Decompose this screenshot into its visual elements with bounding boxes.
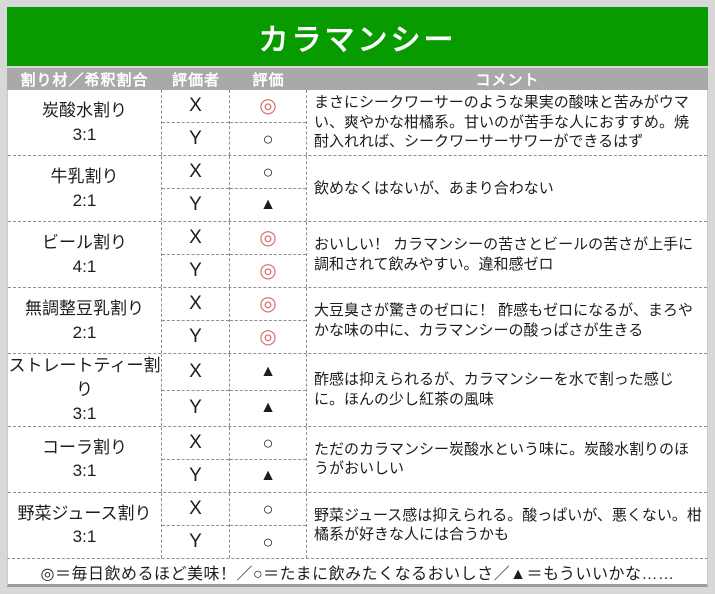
comment-text: 野菜ジュース感は抑えられる。酸っぱいが、悪くない。柑橘系が好きな人には合うかも [314,506,702,544]
rating-mark: ▲ [260,466,276,484]
table-body: 炭酸水割り 3:1 X Y ◎ ○ まさにシークワーサーのような果実の酸味と苦み… [7,90,708,559]
rating-mark: ◎ [259,293,277,316]
rating-mark-cell: ◎ ◎ [230,288,307,354]
table-row: ストレートティー割り 3:1 X Y ▲ ▲ 酢感は抑えられるが、カラマンシーを… [8,353,707,426]
mixer-name: 牛乳割り [50,166,119,186]
rater-label: Y [189,260,202,282]
rating-mark: ◎ [259,260,277,283]
rating-mark: ○ [262,129,274,150]
mixer-cell: 牛乳割り 2:1 [8,156,162,222]
mixer-cell: 無調整豆乳割り 2:1 [8,288,162,354]
rater-label: Y [189,397,202,419]
comment-cell: まさにシークワーサーのような果実の酸味と苦みがウマい、爽やかな柑橘系。甘いのが苦… [307,90,707,155]
table-row: 無調整豆乳割り 2:1 X Y ◎ ◎ 大豆臭さが驚きのゼロに！ 酢感もゼロにな… [8,287,707,354]
column-header-rating: 評価 [252,71,285,89]
rater-label: X [162,427,229,460]
comment-cell: おいしい！ カラマンシーの苦さとビールの苦さが上手に調和されて飲みやすい。違和感… [307,222,707,287]
rater-label: X [162,222,229,256]
mixer-cell: 炭酸水割り 3:1 [8,90,162,156]
column-header-rater: 評価者 [171,71,220,89]
rater-label: Y [189,531,202,553]
rater-label: X [162,90,229,124]
mixer-name: 炭酸水割り [42,100,127,120]
rating-mark-cell: ○ ▲ [230,156,307,222]
comment-text: まさにシークワーサーのような果実の酸味と苦みがウマい、爽やかな柑橘系。甘いのが苦… [314,93,690,151]
rater-cell: X Y [162,288,230,354]
mixer-name: ビール割り [42,232,127,252]
rating-mark: ◎ [259,227,277,250]
table-row: 牛乳割り 2:1 X Y ○ ▲ 飲めなくはないが、あまり合わない [8,155,707,222]
rating-mark: ○ [262,162,274,183]
comment-text: ただのカラマンシー炭酸水という味に。炭酸水割りのほうがおいしい [314,440,690,478]
comment-cell: 酢感は抑えられるが、カラマンシーを水で割った感じに。ほんの少し紅茶の風味 [307,354,707,425]
rating-mark: ○ [262,432,274,453]
comment-text: 飲めなくはないが、あまり合わない [314,179,554,197]
mixer-ratio: 3:1 [72,461,97,481]
rating-mark: ▲ [260,363,276,381]
rater-label: X [162,288,229,322]
comment-cell: ただのカラマンシー炭酸水という味に。炭酸水割りのほうがおいしい [307,427,707,492]
table-row: ビール割り 4:1 X Y ◎ ◎ おいしい！ カラマンシーの苦さとビールの苦さ… [8,221,707,288]
legend-row: ◎＝毎日飲めるほど美味！／○＝たまに飲みたくなるおいしさ／▲＝もういいかな…… [7,558,708,587]
mixer-ratio: 2:1 [72,322,97,342]
mixer-ratio: 2:1 [72,190,97,210]
comment-cell: 野菜ジュース感は抑えられる。酸っぱいが、悪くない。柑橘系が好きな人には合うかも [307,493,707,558]
rater-cell: X Y [162,492,230,559]
mixer-cell: ビール割り 4:1 [8,222,162,288]
rating-card: カラマンシー 割り材／希釈割合 評価者 評価 コメント 炭酸水割り 3:1 X … [7,7,708,587]
mixer-ratio: 3:1 [72,124,97,144]
rating-mark-cell: ○ ○ [230,492,307,559]
mixer-name: コーラ割り [42,437,127,457]
rating-mark-cell: ◎ ◎ [230,222,307,288]
rater-cell: X Y [162,426,230,492]
column-header-mixer: 割り材／希釈割合 [20,71,149,89]
rater-label: X [162,156,229,190]
title-bar: カラマンシー [7,7,708,66]
mixer-cell: ストレートティー割り 3:1 [8,354,162,426]
rater-label: Y [189,464,202,486]
mixer-ratio: 4:1 [72,256,97,276]
page-title: カラマンシー [258,23,457,57]
mixer-cell: 野菜ジュース割り 3:1 [8,492,162,559]
rater-cell: X Y [162,156,230,222]
rating-mark: ○ [262,532,274,553]
rating-mark: ▲ [260,399,276,417]
table-row: コーラ割り 3:1 X Y ○ ▲ ただのカラマンシー炭酸水という味に。炭酸水割… [8,425,707,492]
rater-label: X [162,493,229,526]
comment-text: 酢感は抑えられるが、カラマンシーを水で割った感じに。ほんの少し紅茶の風味 [314,371,674,409]
rater-label: Y [189,194,202,216]
mixer-name: 野菜ジュース割り [17,503,152,523]
mixer-ratio: 3:1 [72,527,97,547]
rating-mark-cell: ○ ▲ [230,426,307,492]
comment-text: 大豆臭さが驚きのゼロに！ 酢感もゼロになるが、まろやかな味の中に、カラマンシーの… [314,302,693,339]
rating-mark: ◎ [259,326,277,349]
comment-cell: 飲めなくはないが、あまり合わない [307,156,707,221]
rating-mark: ○ [262,498,274,519]
column-header-row: 割り材／希釈割合 評価者 評価 コメント [7,68,708,90]
rater-cell: X Y [162,354,230,426]
table-row: 炭酸水割り 3:1 X Y ◎ ○ まさにシークワーサーのような果実の酸味と苦み… [8,90,707,156]
rater-cell: X Y [162,90,230,156]
mixer-name: 無調整豆乳割り [25,299,144,319]
rating-mark-cell: ▲ ▲ [230,354,307,426]
table-row: 野菜ジュース割り 3:1 X Y ○ ○ 野菜ジュース感は抑えられる。酸っぱいが… [8,491,707,559]
column-header-comment: コメント [475,71,540,89]
comment-text: おいしい！ カラマンシーの苦さとビールの苦さが上手に調和されて飲みやすい。違和感… [314,235,694,273]
rating-mark: ◎ [259,95,277,118]
mixer-name: ストレートティー割り [8,356,161,400]
mixer-ratio: 3:1 [72,404,97,424]
comment-cell: 大豆臭さが驚きのゼロに！ 酢感もゼロになるが、まろやかな味の中に、カラマンシーの… [307,288,707,353]
rating-mark: ▲ [260,196,276,214]
rater-label: Y [189,326,202,348]
rater-label: Y [189,128,202,150]
mixer-cell: コーラ割り 3:1 [8,426,162,492]
legend-text: ◎＝毎日飲めるほど美味！／○＝たまに飲みたくなるおいしさ／▲＝もういいかな…… [40,565,675,583]
rater-cell: X Y [162,222,230,288]
rating-mark-cell: ◎ ○ [230,90,307,156]
rater-label: X [162,354,229,391]
